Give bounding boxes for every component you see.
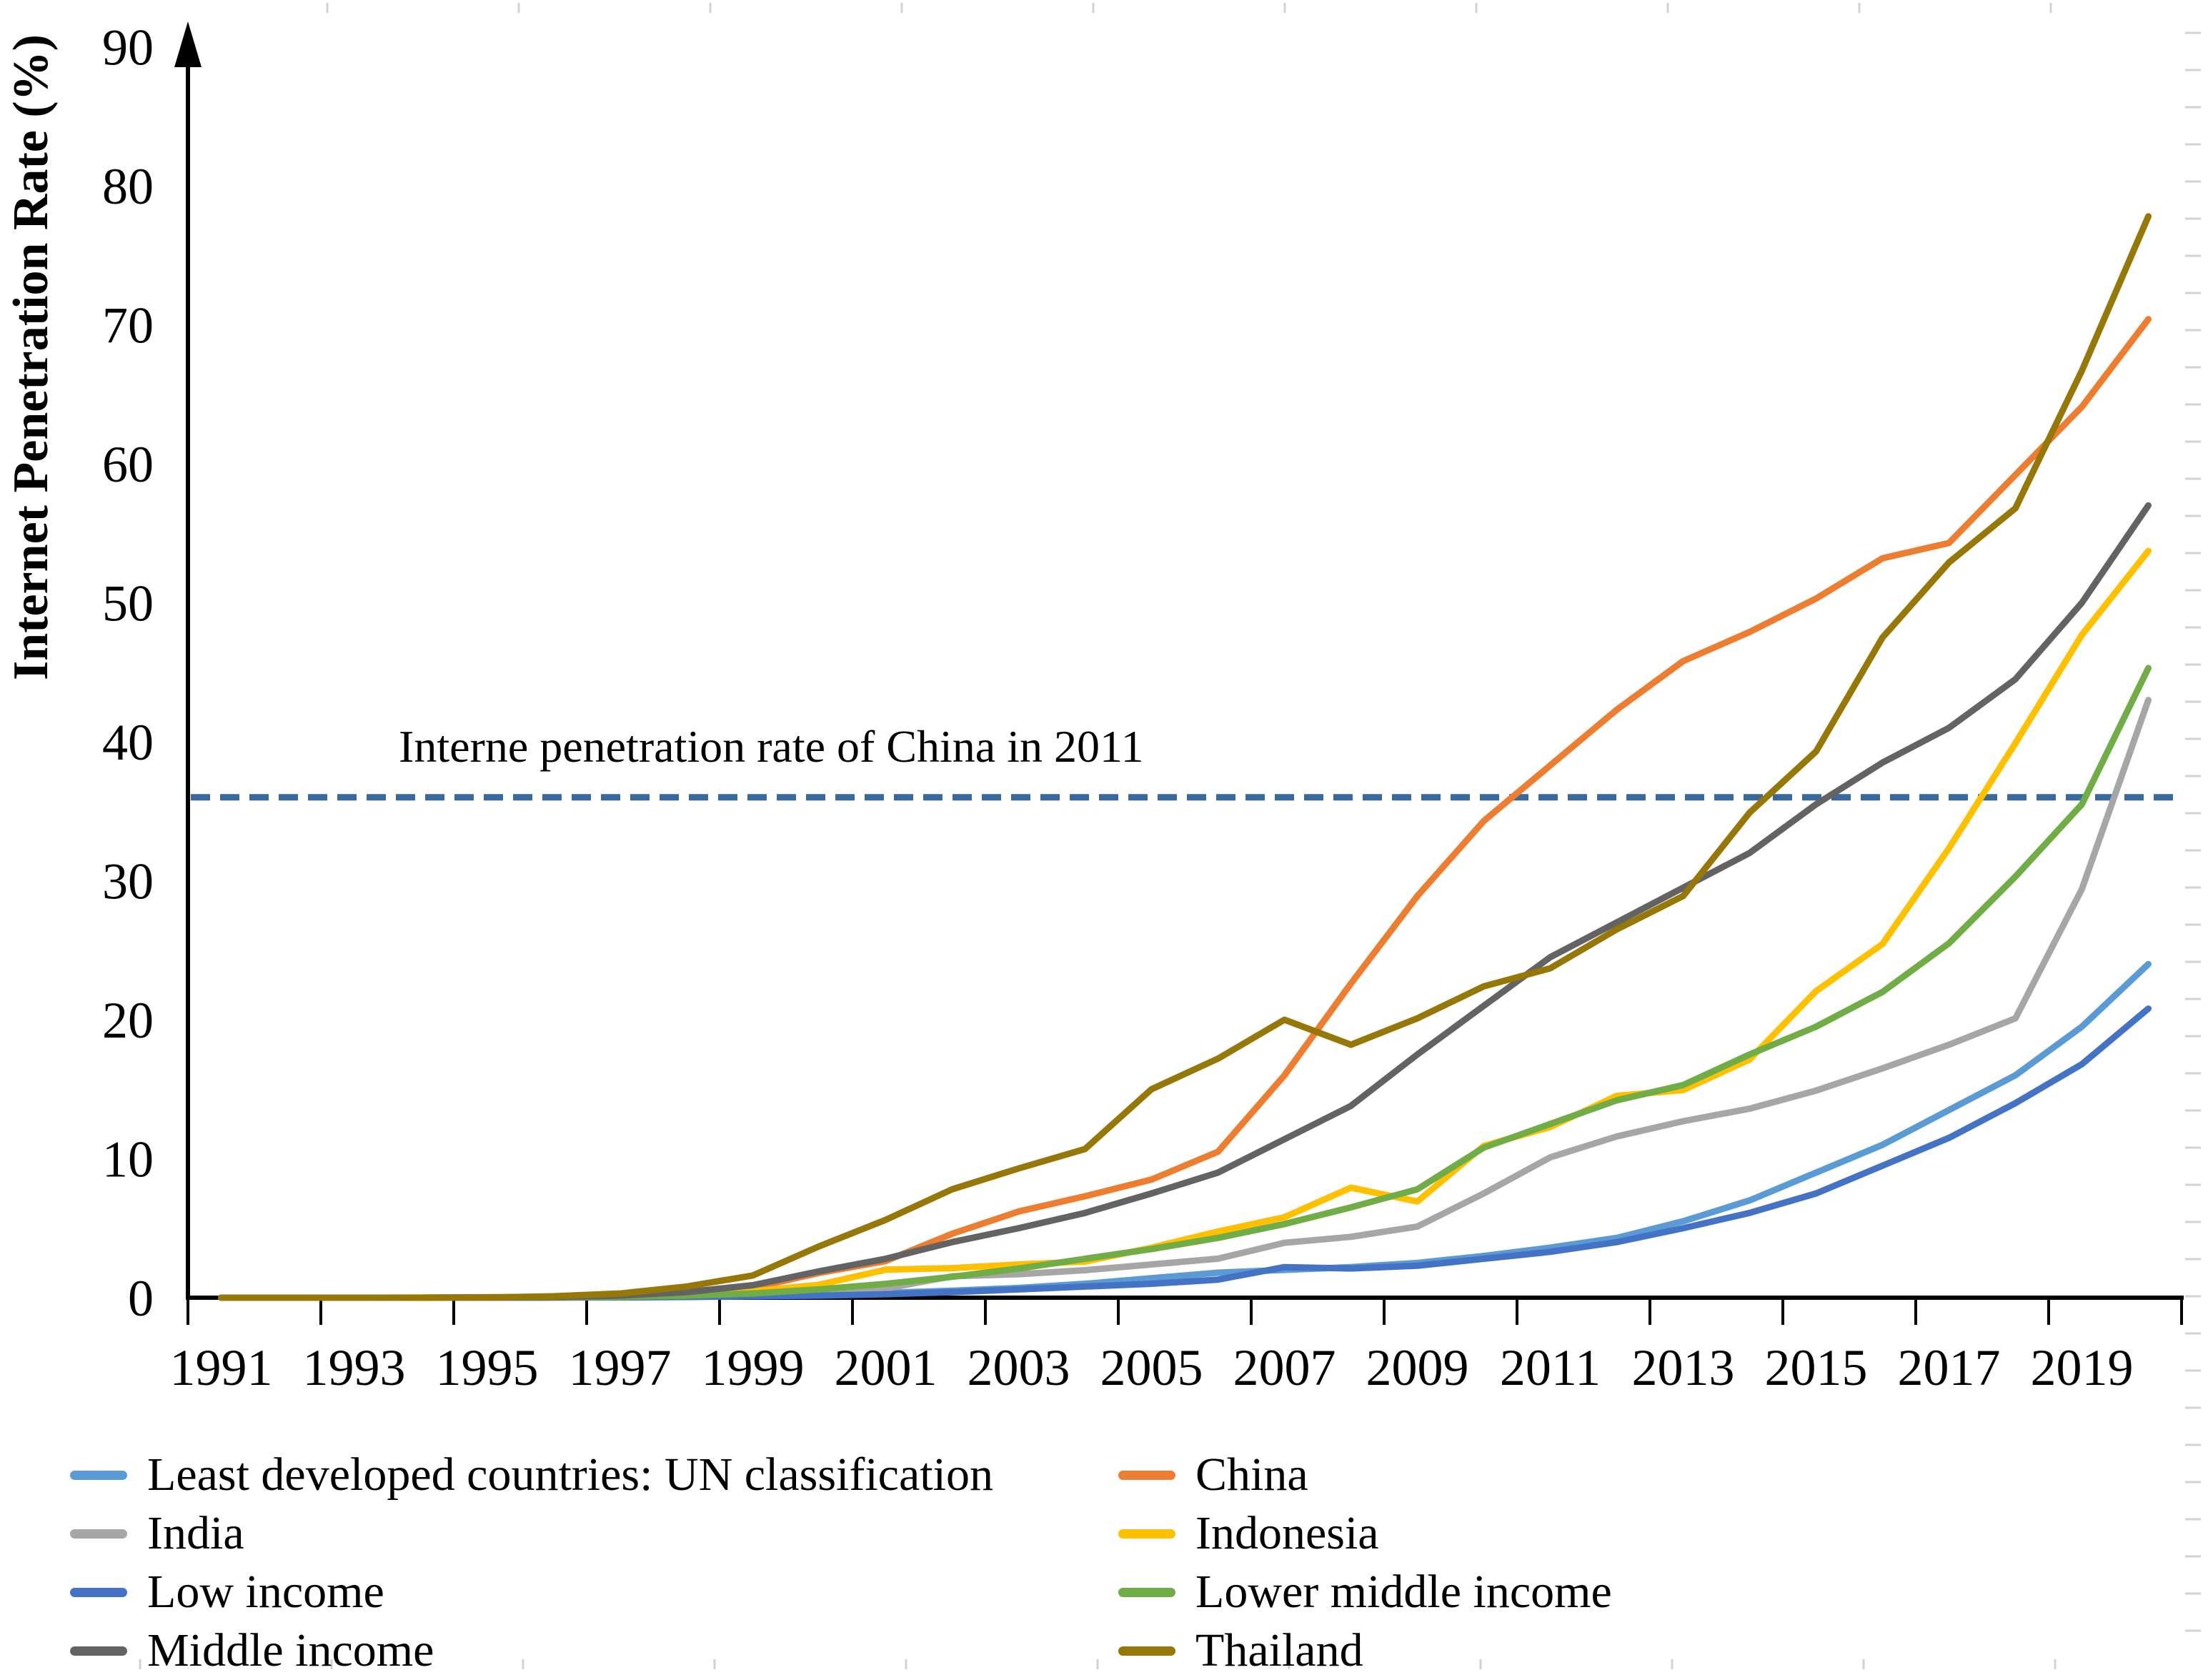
x-tick-label: 2019 xyxy=(2031,1339,2134,1396)
x-tick-label: 2013 xyxy=(1632,1339,1735,1396)
y-tick-label: 80 xyxy=(102,158,154,215)
y-tick-label: 50 xyxy=(102,575,154,632)
legend-item-least-developed-countries: Least developed countries: UN classifica… xyxy=(70,1451,1118,1498)
y-axis-title: Internet Penetration Rate (%) xyxy=(4,34,59,680)
annotation-text: Interne penetration rate of China in 201… xyxy=(399,721,1144,772)
x-tick-label: 1991 xyxy=(170,1339,273,1396)
x-tick-label: 2005 xyxy=(1100,1339,1203,1396)
x-tick-label: 2011 xyxy=(1500,1339,1601,1396)
legend-label: Thailand xyxy=(1195,1624,1363,1676)
x-tick-label: 2001 xyxy=(835,1339,938,1396)
x-tick-label: 2003 xyxy=(968,1339,1070,1396)
y-axis-arrow-icon xyxy=(174,21,202,67)
series-line-least-developed-countries-un-classification xyxy=(218,960,2152,1301)
y-tick-label: 90 xyxy=(102,19,154,76)
legend-item-china: China xyxy=(1118,1451,1612,1498)
series-line-india xyxy=(218,697,2152,1301)
x-tick-label: 2017 xyxy=(1898,1339,2001,1396)
legend-item-indonesia: Indonesia xyxy=(1118,1510,1612,1557)
series-line-china xyxy=(218,316,2152,1301)
legend-item-low-income: Low income xyxy=(70,1569,1118,1616)
series-line-thailand xyxy=(218,213,2152,1301)
x-tick-label: 1999 xyxy=(702,1339,805,1396)
y-tick-label: 20 xyxy=(102,992,154,1049)
legend-swatch-icon xyxy=(70,1646,127,1656)
legend-swatch-icon xyxy=(1118,1470,1175,1480)
legend-swatch-icon xyxy=(70,1529,127,1539)
legend-item-thailand: Thailand xyxy=(1118,1627,1612,1674)
legend-label: Least developed countries: UN classifica… xyxy=(147,1448,993,1501)
legend-item-india: India xyxy=(70,1510,1118,1557)
x-tick-label: 2007 xyxy=(1233,1339,1336,1396)
legend-swatch-icon xyxy=(70,1587,127,1597)
y-tick-label: 10 xyxy=(102,1131,154,1188)
legend-item-lower-middle-income: Lower middle income xyxy=(1118,1569,1612,1616)
legend: Least developed countries: UN classifica… xyxy=(70,1446,1612,1680)
legend-swatch-icon xyxy=(1118,1646,1175,1656)
legend-label: China xyxy=(1195,1448,1308,1501)
legend-swatch-icon xyxy=(1118,1529,1175,1539)
legend-label: Indonesia xyxy=(1195,1507,1379,1559)
x-tick-label: 2015 xyxy=(1765,1339,1868,1396)
legend-label: India xyxy=(147,1507,244,1559)
legend-item-middle-income: Middle income xyxy=(70,1627,1118,1674)
legend-swatch-icon xyxy=(70,1470,127,1480)
y-tick-label: 60 xyxy=(102,436,154,493)
legend-label: Low income xyxy=(147,1566,384,1618)
x-tick-label: 2009 xyxy=(1366,1339,1469,1396)
legend-swatch-icon xyxy=(1118,1587,1175,1597)
x-tick-label: 1995 xyxy=(436,1339,539,1396)
y-tick-label: 40 xyxy=(102,714,154,771)
legend-label: Lower middle income xyxy=(1195,1566,1612,1618)
y-tick-label: 0 xyxy=(128,1270,154,1327)
legend-label: Middle income xyxy=(147,1624,434,1676)
x-tick-label: 1997 xyxy=(569,1339,672,1396)
x-tick-label: 1993 xyxy=(303,1339,406,1396)
y-tick-label: 70 xyxy=(102,297,154,354)
y-tick-label: 30 xyxy=(102,853,154,910)
